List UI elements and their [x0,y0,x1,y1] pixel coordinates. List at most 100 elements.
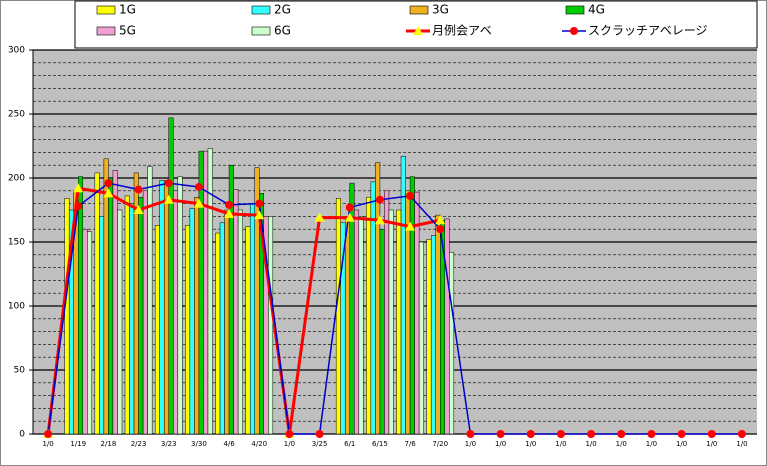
bar [117,209,123,435]
y-tick-label: 150 [8,238,25,248]
marker [255,199,264,208]
bar [64,198,70,435]
x-tick-label: 3/25 [312,440,328,448]
legend-swatch [409,5,429,15]
y-tick-label: 300 [8,46,25,56]
marker [647,430,656,438]
marker [617,430,626,438]
legend-label: 2G [274,3,291,17]
bar [108,177,114,435]
y-tick-label: 250 [8,110,25,120]
marker [133,205,144,214]
marker [315,430,324,438]
legend-swatch [251,5,271,15]
bar [198,150,204,435]
bar [94,172,100,435]
x-tick-label: 4/20 [251,440,267,448]
marker [345,203,354,212]
bar [112,170,118,435]
marker [737,430,746,438]
marker [164,179,173,188]
bar [154,225,160,435]
bar [124,195,130,435]
x-tick-label: 1/0 [555,440,566,448]
marker [374,215,385,225]
x-tick-label: 1/0 [284,440,295,448]
marker [526,430,535,438]
x-tick-label: 1/0 [646,440,657,448]
marker [405,221,416,231]
bar [245,226,251,435]
bar [168,117,174,435]
x-tick-label: 6/1 [344,440,355,448]
bar [379,228,385,435]
x-tick-label: 1/0 [465,440,476,448]
bar [254,167,260,435]
x-tick-label: 7/6 [404,440,416,448]
y-tick-label: 100 [8,302,25,312]
legend-label: 3G [432,3,449,17]
legend-marker [570,27,578,35]
x-tick-label: 1/0 [495,440,506,448]
bar [444,218,450,435]
bar [344,216,351,435]
x-tick-label: 1/0 [585,440,596,448]
bar [384,190,390,435]
bar [185,225,191,435]
marker [44,430,53,438]
bar [233,189,239,435]
x-tick-label: 1/19 [70,440,86,448]
bar [388,209,394,435]
legend-label: 6G [274,24,291,38]
bar [366,196,372,435]
legend-label: 月例会アベ [432,24,492,38]
x-tick-label: 1/0 [616,440,627,448]
legend-swatch [96,5,116,15]
bar [449,251,455,435]
x-tick-label: 1/0 [42,440,53,448]
marker [134,185,143,194]
x-tick-label: 2/23 [131,440,147,448]
y-tick-label: 0 [19,430,25,440]
legend-swatch [565,5,585,15]
bar [426,239,432,435]
bar [147,166,153,435]
x-tick-label: 1/0 [736,440,747,448]
marker [344,212,355,222]
bar [249,203,255,435]
bar [99,216,105,435]
bar [400,155,406,435]
y-tick-label: 200 [8,174,25,184]
marker [466,430,475,438]
legend-marker [413,26,423,35]
marker [163,194,174,204]
legend-label: 1G [119,3,136,17]
marker [406,191,415,200]
x-tick-label: 6/15 [372,440,388,448]
x-tick-label: 1/0 [676,440,687,448]
marker [193,198,204,208]
marker [496,430,505,438]
bar [430,235,436,435]
bar [103,158,109,435]
x-tick-label: 1/0 [706,440,717,448]
marker [103,188,114,198]
bar [129,203,135,435]
x-tick-label: 3/23 [161,440,177,448]
bar [219,222,225,435]
legend-label: 4G [588,3,605,17]
bar [138,196,144,435]
bar [396,209,402,435]
bar [409,176,415,435]
marker [254,210,265,220]
bar [82,228,88,435]
marker [556,430,565,438]
bar [177,176,183,435]
y-tick-label: 50 [14,366,26,376]
bar [354,209,360,435]
bar [78,176,84,435]
bar [142,190,148,435]
line [46,186,441,435]
